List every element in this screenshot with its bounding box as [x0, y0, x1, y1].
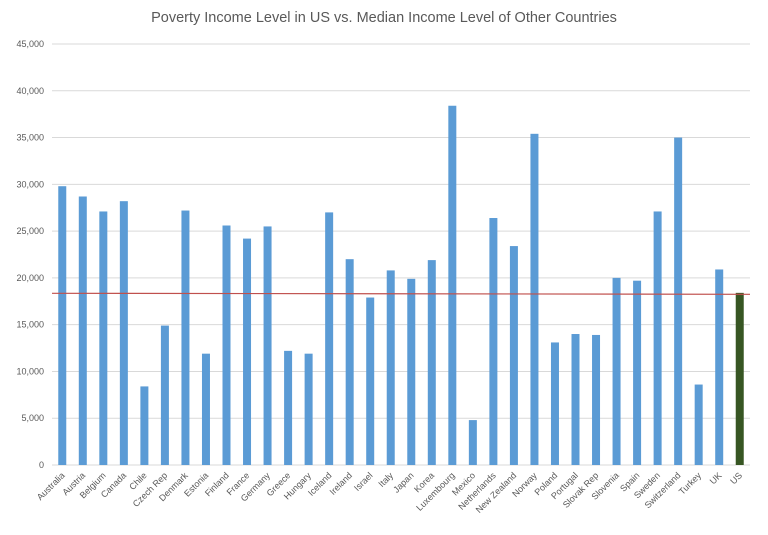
- x-category-label: Turkey: [677, 470, 704, 497]
- bar-korea: [427, 260, 436, 465]
- bar-luxembourg: [448, 105, 457, 465]
- bar-hungary: [304, 353, 313, 465]
- bar-iceland: [325, 212, 334, 465]
- y-tick-label: 0: [39, 460, 44, 470]
- bar-france: [243, 238, 252, 465]
- bar-sweden: [653, 211, 662, 465]
- reference-line: [51, 292, 751, 295]
- bar-poland: [550, 342, 559, 465]
- bar-finland: [222, 225, 231, 465]
- bar-canada: [119, 201, 128, 465]
- bar-germany: [263, 226, 272, 465]
- x-category-label: UK: [708, 470, 724, 486]
- x-category-label: Israel: [352, 470, 375, 493]
- bar-czech-rep: [160, 325, 169, 465]
- bar-austria: [78, 196, 87, 466]
- x-category-label: US: [728, 470, 744, 486]
- bar-portugal: [571, 334, 580, 465]
- bar-us: [735, 292, 744, 465]
- bar-denmark: [181, 210, 190, 465]
- bar-mexico: [468, 420, 477, 465]
- y-tick-label: 10,000: [16, 366, 44, 376]
- x-category-label: Australia: [35, 470, 67, 502]
- y-tick-label: 30,000: [16, 179, 44, 189]
- bar-slovak-rep: [592, 334, 601, 465]
- bar-japan: [407, 278, 416, 465]
- y-tick-label: 40,000: [16, 86, 44, 96]
- bar-turkey: [694, 384, 703, 465]
- bar-australia: [58, 186, 67, 465]
- y-tick-label: 20,000: [16, 273, 44, 283]
- bar-new-zealand: [509, 246, 518, 465]
- bar-netherlands: [489, 218, 498, 465]
- chart-title: Poverty Income Level in US vs. Median In…: [151, 10, 617, 26]
- bar-uk: [715, 269, 724, 465]
- y-tick-label: 35,000: [16, 133, 44, 143]
- bar-israel: [366, 297, 375, 465]
- bar-slovenia: [612, 277, 621, 465]
- bar-belgium: [99, 211, 108, 465]
- x-category-label: Japan: [391, 470, 415, 494]
- x-category-label: Ireland: [328, 470, 355, 497]
- bar-spain: [633, 280, 642, 465]
- bar-switzerland: [674, 137, 683, 466]
- bar-ireland: [345, 259, 354, 465]
- y-tick-label: 45,000: [16, 39, 44, 49]
- bar-chile: [140, 386, 149, 465]
- bar-estonia: [201, 353, 210, 465]
- y-tick-label: 15,000: [16, 320, 44, 330]
- bar-norway: [530, 133, 539, 465]
- bar-greece: [284, 350, 293, 465]
- y-tick-label: 5,000: [21, 413, 44, 423]
- y-tick-label: 25,000: [16, 226, 44, 236]
- bar-italy: [386, 270, 395, 465]
